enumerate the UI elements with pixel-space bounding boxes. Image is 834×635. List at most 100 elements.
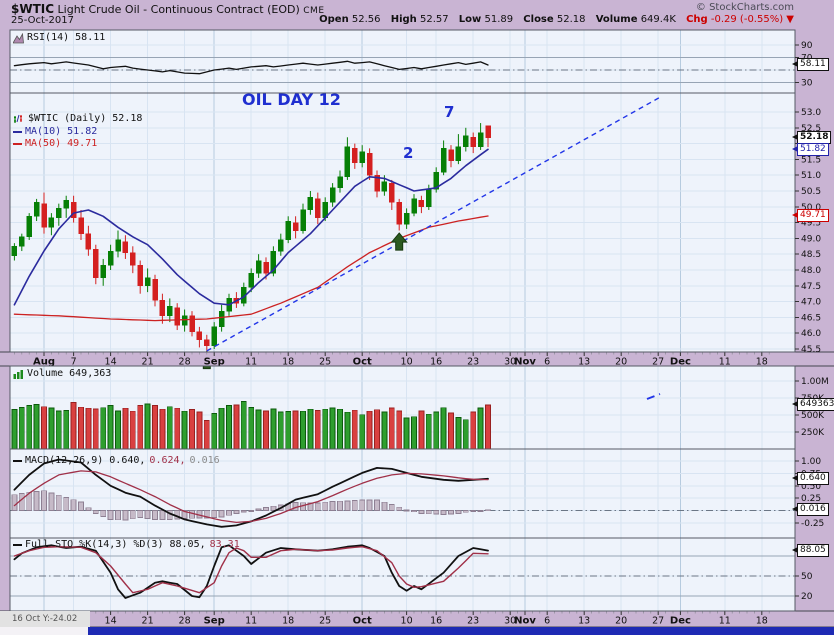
svg-text:Dec: Dec: [670, 357, 691, 368]
svg-text:Sep: Sep: [204, 616, 225, 627]
volume-bars-icon: [13, 369, 24, 380]
svg-text:20: 20: [615, 616, 627, 627]
svg-text:250K: 250K: [801, 428, 825, 438]
sto-k-line: [13, 544, 489, 599]
svg-text:7: 7: [71, 357, 77, 368]
svg-text:23: 23: [467, 357, 479, 368]
svg-text:20: 20: [801, 592, 813, 602]
svg-text:50: 50: [801, 572, 813, 582]
svg-text:10: 10: [401, 616, 413, 627]
macd-hist-value-box: 0.016: [792, 503, 829, 516]
volume-value: 649.4K: [640, 14, 676, 25]
rsi-value-box: 58.11: [792, 58, 829, 71]
svg-text:11: 11: [719, 357, 731, 368]
indicator-reference-lines: [10, 57, 795, 597]
ma50-legend-label: MA(50) 49.71: [25, 138, 98, 149]
macd-legend-label: MACD(12,26,9) 0.640,: [25, 455, 146, 466]
svg-text:51.0: 51.0: [801, 171, 821, 181]
date-axis: Aug7142128Sep111825Oct10162330Nov6132027…: [0, 610, 834, 628]
svg-text:16: 16: [430, 616, 442, 627]
bottom-left-strip: [0, 627, 88, 635]
svg-text:21: 21: [142, 616, 154, 627]
svg-text:48.5: 48.5: [801, 250, 821, 260]
svg-text:Sep: Sep: [204, 357, 225, 368]
svg-text:11: 11: [245, 357, 257, 368]
macd-signal-value: 0.624,: [149, 455, 186, 466]
exchange-label: CME: [303, 6, 325, 16]
svg-text:Nov: Nov: [514, 616, 536, 627]
volume-dash-annotation: [646, 393, 661, 400]
sto-value-box: 88.05: [792, 544, 829, 557]
svg-text:11: 11: [719, 616, 731, 627]
svg-text:25: 25: [319, 357, 331, 368]
svg-text:20: 20: [615, 357, 627, 368]
svg-text:13: 13: [578, 357, 590, 368]
ma50-value-box: 49.71: [792, 209, 829, 222]
candles: [11, 123, 491, 353]
svg-text:11: 11: [245, 616, 257, 627]
svg-text:50.0: 50.0: [801, 203, 821, 213]
volume-label: Volume: [595, 14, 638, 25]
ma50-legend: MA(50) 49.71: [13, 138, 97, 150]
sto-legend-label: Full STO %K(14,3) %D(3) 88.05,: [25, 539, 206, 550]
svg-text:Aug: Aug: [33, 357, 55, 368]
svg-text:Oct: Oct: [353, 357, 372, 368]
ma10-value-box: 51.82: [792, 143, 829, 156]
ma10-legend: MA(10) 51.82: [13, 126, 97, 138]
svg-text:13: 13: [578, 616, 590, 627]
volume-value-box: 649363: [791, 398, 834, 411]
chg-label: Chg: [686, 14, 708, 25]
ma10-line: [13, 148, 489, 306]
chart-header: $WTIC Light Crude Oil - Continuous Contr…: [11, 2, 325, 16]
svg-text:18: 18: [756, 357, 768, 368]
macd-legend: MACD(12,26,9) 0.640, 0.624, 0.016: [13, 455, 220, 467]
svg-text:53.0: 53.0: [801, 108, 821, 118]
svg-text:48.0: 48.0: [801, 266, 821, 276]
svg-text:52.5: 52.5: [801, 124, 821, 134]
svg-text:28: 28: [179, 357, 191, 368]
macd-line-swatch-icon: [13, 460, 22, 462]
low-value: 51.89: [484, 14, 514, 25]
open-label: Open: [319, 14, 349, 25]
annotation-day2: 2: [403, 144, 414, 162]
svg-text:21: 21: [142, 357, 154, 368]
ma10-line-swatch-icon: [13, 131, 22, 133]
svg-text:51.5: 51.5: [801, 155, 821, 165]
svg-text:16: 16: [430, 357, 442, 368]
candlestick-icon: [13, 113, 25, 125]
svg-text:90: 90: [801, 41, 813, 51]
quote-strip: Open 52.56 High 52.57 Low 51.89 Close 52…: [312, 14, 794, 25]
svg-text:46.0: 46.0: [801, 329, 821, 339]
price-legend-label: $WTIC (Daily) 52.18: [28, 113, 143, 124]
svg-text:46.5: 46.5: [801, 313, 821, 323]
rsi-line: [13, 60, 489, 75]
svg-text:0.25: 0.25: [801, 494, 821, 504]
close-label: Close: [523, 14, 554, 25]
rsi-legend-label: RSI(14) 58.11: [27, 32, 106, 43]
svg-text:1.00M: 1.00M: [801, 377, 829, 387]
sto-legend: Full STO %K(14,3) %D(3) 88.05, 83.31: [13, 539, 240, 551]
sto-line-swatch-icon: [13, 544, 22, 546]
annotation-oil-day: OIL DAY 12: [242, 90, 341, 109]
sto-d-value: 83.31: [209, 539, 240, 550]
svg-text:14: 14: [105, 357, 117, 368]
open-value: 52.56: [351, 14, 381, 25]
svg-text:Dec: Dec: [670, 616, 691, 627]
macd-signal-line: [13, 470, 489, 524]
svg-text:6: 6: [544, 357, 550, 368]
indicator-mountain-icon: [13, 32, 24, 44]
svg-text:23: 23: [467, 616, 479, 627]
svg-text:1.00: 1.00: [801, 457, 821, 467]
trendline: [206, 95, 663, 352]
svg-text:50.5: 50.5: [801, 187, 821, 197]
svg-text:49.5: 49.5: [801, 219, 821, 229]
svg-text:500K: 500K: [801, 411, 825, 421]
high-value: 52.57: [419, 14, 449, 25]
svg-text:18: 18: [282, 616, 294, 627]
svg-text:30: 30: [504, 616, 516, 627]
svg-text:25: 25: [319, 616, 331, 627]
copyright: © StockCharts.com: [695, 2, 794, 13]
volume-legend-label: Volume 649,363: [27, 368, 112, 379]
